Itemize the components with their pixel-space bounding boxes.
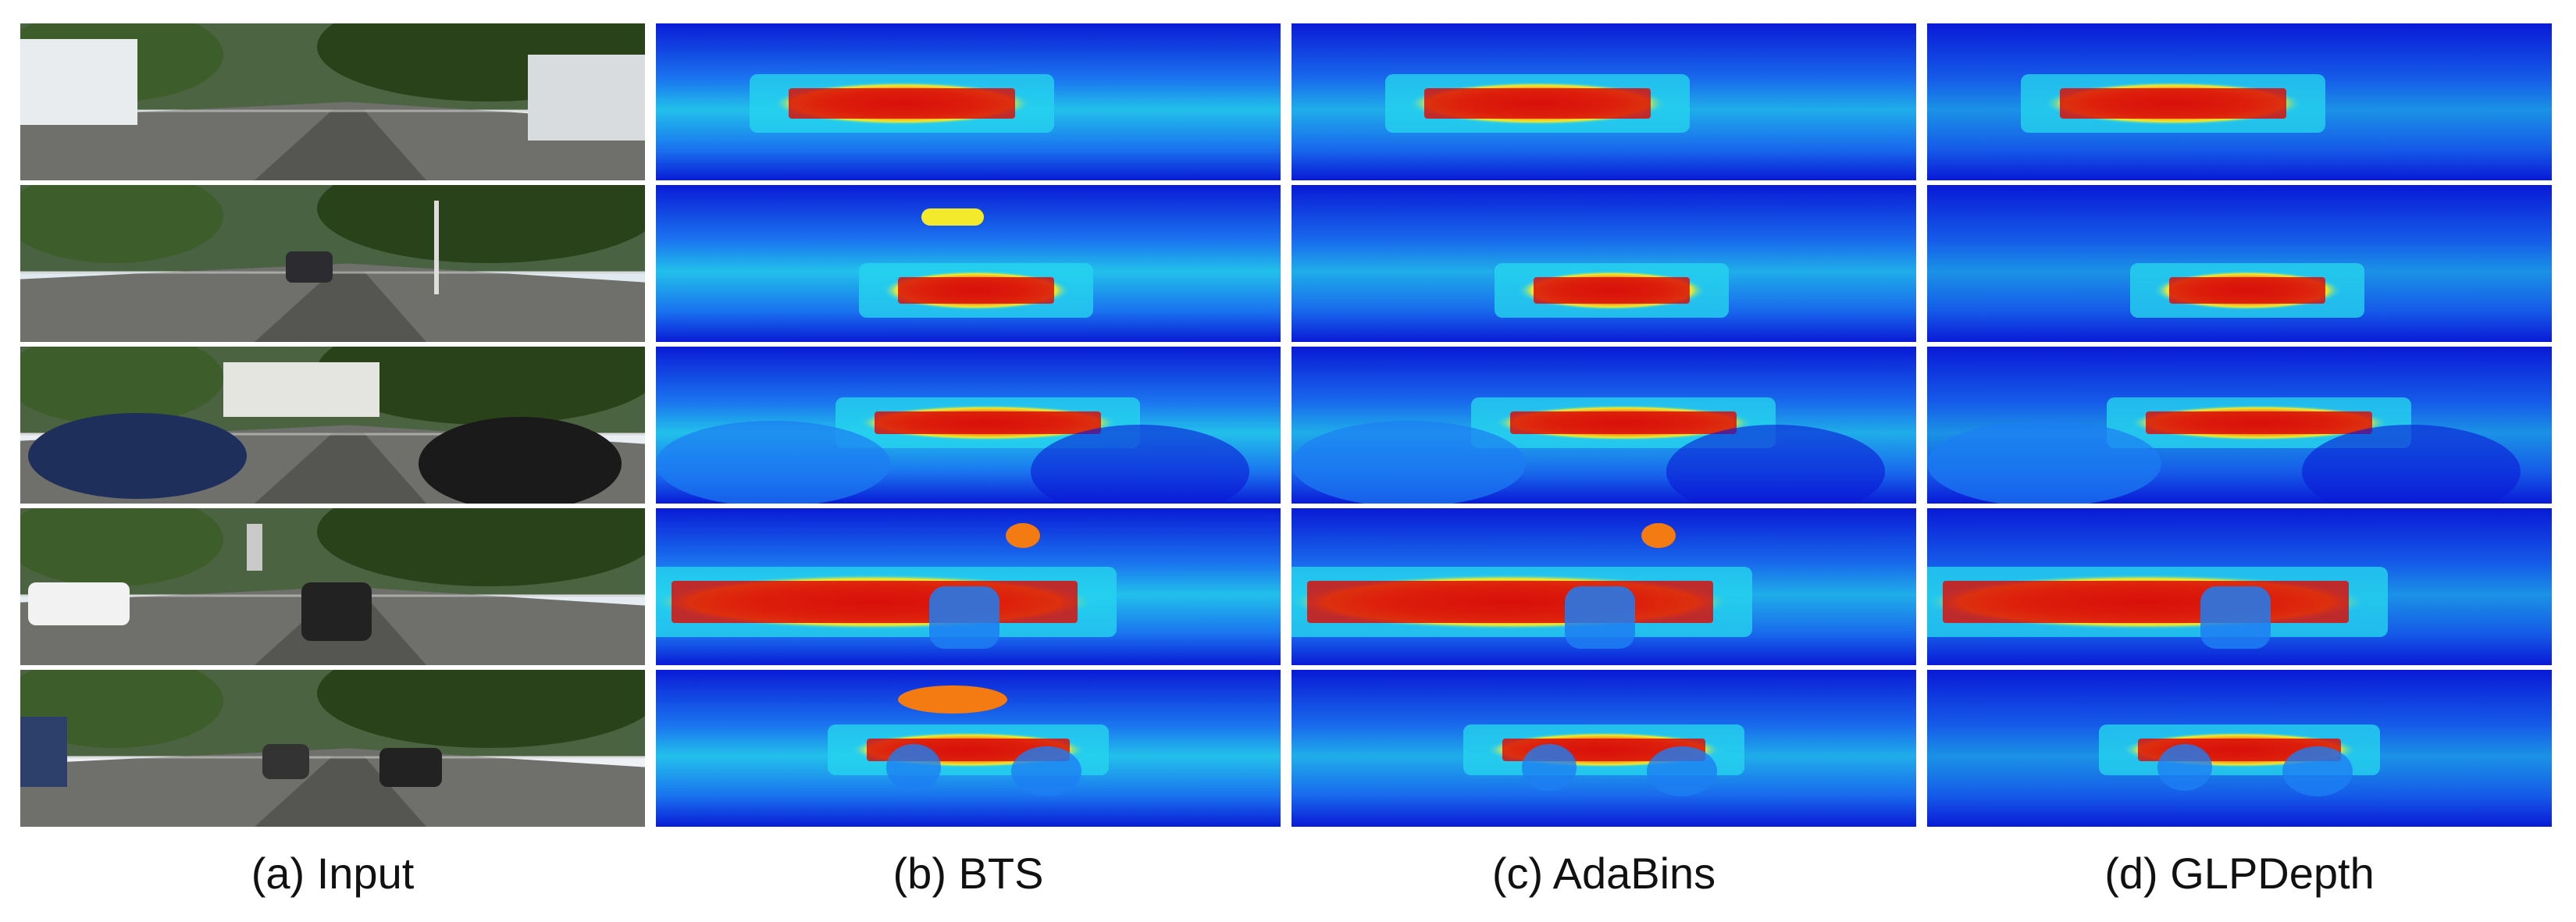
glpdepth-depth-map-row-4 (1927, 508, 2552, 665)
glpdepth-depth-map-row-1 (1927, 23, 2552, 180)
adabins-depth-map-row-1 (1292, 23, 1916, 180)
bts-depth-map-row-1 (656, 23, 1281, 180)
input-photo-row-5 (20, 670, 645, 827)
bts-depth-map-row-5 (656, 670, 1281, 827)
caption-adabins: (c) AdaBins (1491, 849, 1716, 898)
caption-bts: (b) BTS (893, 849, 1044, 898)
glpdepth-depth-map-row-3 (1927, 347, 2552, 504)
glpdepth-depth-map-row-5 (1927, 670, 2552, 827)
caption-input: (a) Input (251, 849, 415, 898)
caption-glpdepth: (d) GLPDepth (2104, 849, 2375, 898)
bts-depth-map-row-2 (656, 185, 1281, 342)
input-photo-row-1 (20, 23, 645, 180)
adabins-depth-map-row-3 (1292, 347, 1916, 504)
bts-depth-map-row-4 (656, 508, 1281, 665)
adabins-depth-map-row-5 (1292, 670, 1916, 827)
input-photo-row-3 (20, 347, 645, 504)
glpdepth-depth-map-row-2 (1927, 185, 2552, 342)
input-photo-row-4 (20, 508, 645, 665)
adabins-depth-map-row-2 (1292, 185, 1916, 342)
bts-depth-map-row-3 (656, 347, 1281, 504)
input-photo-row-2 (20, 185, 645, 342)
adabins-depth-map-row-4 (1292, 508, 1916, 665)
